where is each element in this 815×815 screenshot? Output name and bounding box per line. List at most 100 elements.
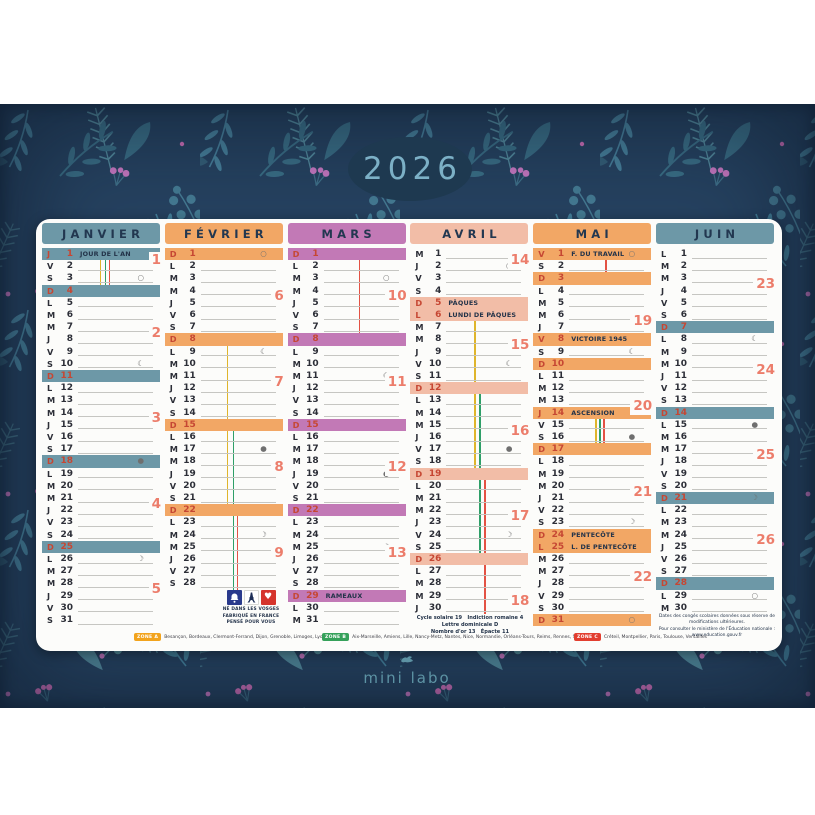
writing-line [569,330,645,332]
holiday-label: JOUR DE L'AN [80,250,131,258]
holiday-row: J 1 JOUR DE L'AN [42,248,160,261]
day-row: M 13 [533,394,651,406]
week-number: 24 [753,361,775,379]
astro-line: Lettre dominicale D [441,621,499,628]
writing-line [692,526,767,528]
moon-first-icon: ☽ [137,554,144,563]
writing-line [692,477,767,479]
sunday-row: D 15 [164,418,283,431]
weekday-letter: M [47,407,56,418]
writing-line [569,404,645,406]
day-row: M 17 ● [165,443,283,455]
week-number: 16 [507,422,530,440]
weekday-letter: L [538,285,544,296]
zone-a-badge: ZONE A [134,633,162,641]
day-row: M 28 [410,577,528,589]
day-number: 5 [680,297,687,308]
weekday-letter: S [292,578,299,589]
writing-line [692,282,767,284]
day-number: 31 [551,615,565,625]
day-number: 5 [189,297,196,308]
day-row: S 27 [656,565,774,577]
weekday-letter: M [169,371,178,381]
day-row: J 28 [533,577,651,589]
weekday-letter: M [538,310,547,320]
writing-line [78,343,153,345]
education-note: Dates des congés scolaires données sous … [654,614,780,640]
week-number: 14 [507,251,530,269]
school-holiday-line-zone-a [474,321,476,468]
moon-new-icon: ● [505,444,513,454]
moon-full-icon: ○ [628,249,636,258]
day-row: M 10 [288,358,406,370]
weekday-letter: D [292,590,300,601]
week-number: 6 [271,288,284,306]
weekday-letter: J [292,297,296,308]
weekday-letter: J [292,468,296,479]
day-number: 9 [312,346,319,357]
writing-line [200,318,276,320]
sunday-row: D 22 [287,504,406,517]
weekday-letter: J [661,371,665,381]
writing-line [200,477,276,479]
day-number: 24 [306,529,319,540]
moon-first-icon: ☽ [751,493,758,502]
weekday-letter: M [169,529,178,540]
calendar-panel: JANVIER J 1 JOUR DE L'AN V 2 S 3 ○ D 4 L 5 M 6 M 7 J 8 V 9 S 1… [36,219,782,651]
zone-c-legend: ZONE C Créteil, Montpellier, Paris, Toul… [574,633,707,641]
day-row: M 29 [410,590,528,602]
day-number: 26 [551,554,565,564]
day-number: 6 [435,310,442,320]
astronomical-info: Cycle solaire 19 Indiction romaine 4 Let… [410,615,530,636]
sunday-row: D 12 [410,382,529,395]
weekday-letter: S [538,346,545,357]
weekday-letter: L [661,334,667,345]
day-row: J 21 [533,492,651,504]
writing-line [569,513,645,515]
weekday-letter: V [415,273,422,284]
weekday-letter: D [538,444,545,455]
day-row: V 30 [42,602,160,614]
weekday-letter: V [292,310,299,320]
weekday-letter: S [661,395,667,406]
weekday-letter: S [169,493,176,503]
weekday-letter: S [415,285,422,296]
day-row: S 9 ☾ [533,346,651,358]
day-number: 2 [680,261,687,272]
weekday-letter: S [47,529,53,540]
day-row: L 23 [165,516,283,528]
made-in-france-icons: ♥ [220,590,282,605]
sunday-row: D 1 ○ [164,248,283,261]
writing-line [692,562,767,564]
day-row: S 21 [165,492,283,504]
writing-line [692,489,767,491]
writing-line [569,489,645,491]
weekday-letter: J [661,285,665,296]
day-number: 23 [551,517,565,528]
writing-line [446,355,522,357]
weekday-letter: M [47,480,56,491]
heart-icon: ♥ [260,590,276,605]
writing-line [323,294,399,296]
holiday-label: ASCENSION [571,408,615,417]
moon-last-icon: ☾ [505,358,513,368]
day-number: 2 [66,261,73,272]
holiday-label: PENTECÔTE [571,530,615,539]
weekday-letter: J [538,578,542,589]
day-number: 18 [428,456,442,467]
school-holiday-line-zone-b [599,418,601,444]
day-row: V 13 [165,394,283,406]
writing-line [78,538,153,540]
day-row: J 29 [42,590,160,602]
weekday-letter: S [47,273,53,284]
zone-a-cities: Besançon, Bordeaux, Clermont-Ferrand, Di… [164,634,345,640]
writing-line [692,599,767,601]
day-number: 2 [435,261,442,272]
day-number: 9 [680,346,687,357]
day-row: M 18 [288,455,406,467]
